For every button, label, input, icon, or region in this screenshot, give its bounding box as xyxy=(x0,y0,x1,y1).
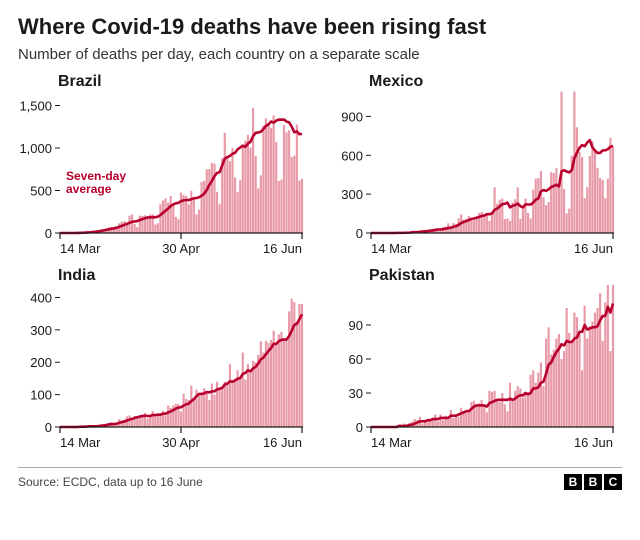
panel-pakistan: Pakistan 0 30 60 90 14 Mar 16 Jun xyxy=(329,267,622,455)
chart-wrap: 0 30 60 90 14 Mar 16 Jun xyxy=(329,285,622,455)
svg-text:900: 900 xyxy=(341,109,363,124)
chart-svg: 0 100 200 300 400 14 Mar 30 Apr 16 Jun xyxy=(18,285,310,455)
svg-text:90: 90 xyxy=(349,318,363,333)
source-text: Source: ECDC, data up to 16 June xyxy=(18,475,203,489)
panel-title: Pakistan xyxy=(369,267,622,285)
svg-text:400: 400 xyxy=(30,290,52,305)
svg-text:14 Mar: 14 Mar xyxy=(60,241,101,256)
svg-text:300: 300 xyxy=(30,323,52,338)
chart-wrap: 0 500 1,000 1,500 14 Mar 30 Apr 16 Jun Seven-da… xyxy=(18,91,311,261)
chart-wrap: 0 300 600 900 14 Mar 16 Jun xyxy=(329,91,622,261)
chart-title: Where Covid-19 deaths have been rising f… xyxy=(18,14,622,40)
svg-text:16 Jun: 16 Jun xyxy=(574,435,613,450)
chart-container: Where Covid-19 deaths have been rising f… xyxy=(0,0,640,496)
svg-text:0: 0 xyxy=(356,226,363,241)
chart-svg: 0 300 600 900 14 Mar 16 Jun xyxy=(329,91,621,261)
panel-brazil: Brazil 0 500 1,000 1,500 14 Mar 30 Apr 16 Jun Se… xyxy=(18,73,311,261)
svg-text:30: 30 xyxy=(349,386,363,401)
panel-title: Mexico xyxy=(369,73,622,91)
chart-grid: Brazil 0 500 1,000 1,500 14 Mar 30 Apr 16 Jun Se… xyxy=(18,73,622,455)
svg-text:100: 100 xyxy=(30,388,52,403)
panel-mexico: Mexico 0 300 600 900 14 Mar 16 Jun xyxy=(329,73,622,261)
svg-text:300: 300 xyxy=(341,187,363,202)
svg-text:1,000: 1,000 xyxy=(19,141,52,156)
bbc-logo-block: C xyxy=(604,474,622,490)
chart-subtitle: Number of deaths per day, each country o… xyxy=(18,46,622,63)
svg-text:16 Jun: 16 Jun xyxy=(263,435,302,450)
panel-title: Brazil xyxy=(58,73,311,91)
svg-text:14 Mar: 14 Mar xyxy=(60,435,101,450)
footer: Source: ECDC, data up to 16 June BBC xyxy=(18,467,622,490)
svg-text:1,500: 1,500 xyxy=(19,99,52,114)
svg-text:30 Apr: 30 Apr xyxy=(162,241,200,256)
svg-text:16 Jun: 16 Jun xyxy=(263,241,302,256)
bbc-logo: BBC xyxy=(564,474,622,490)
svg-text:16 Jun: 16 Jun xyxy=(574,241,613,256)
svg-text:0: 0 xyxy=(45,420,52,435)
chart-svg: 0 30 60 90 14 Mar 16 Jun xyxy=(329,285,621,455)
svg-text:0: 0 xyxy=(45,226,52,241)
svg-text:500: 500 xyxy=(30,184,52,199)
svg-text:200: 200 xyxy=(30,355,52,370)
bbc-logo-block: B xyxy=(564,474,582,490)
panel-title: India xyxy=(58,267,311,285)
svg-text:0: 0 xyxy=(356,420,363,435)
panel-india: India 0 100 200 300 400 14 Mar 30 Apr 16 Jun xyxy=(18,267,311,455)
bbc-logo-block: B xyxy=(584,474,602,490)
svg-text:14 Mar: 14 Mar xyxy=(371,435,412,450)
annotation-seven-day-average: Seven-dayaverage xyxy=(66,170,126,196)
chart-wrap: 0 100 200 300 400 14 Mar 30 Apr 16 Jun xyxy=(18,285,311,455)
svg-text:600: 600 xyxy=(341,148,363,163)
svg-text:60: 60 xyxy=(349,352,363,367)
chart-svg: 0 500 1,000 1,500 14 Mar 30 Apr 16 Jun xyxy=(18,91,310,261)
svg-text:14 Mar: 14 Mar xyxy=(371,241,412,256)
svg-text:30 Apr: 30 Apr xyxy=(162,435,200,450)
